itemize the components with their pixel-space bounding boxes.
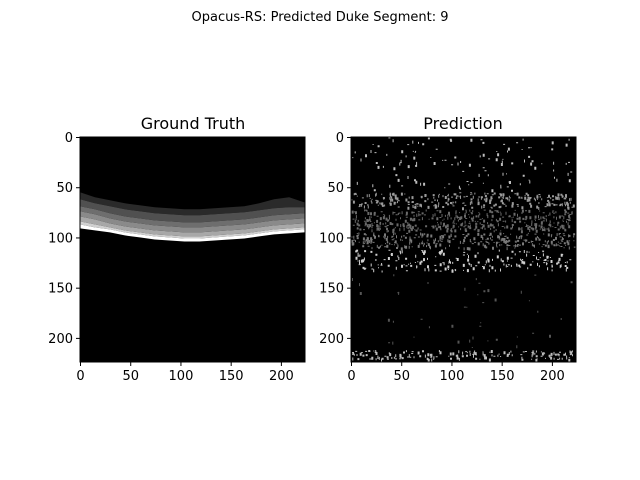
pred-ytick-label: 50 [327,181,344,196]
pred-xtick-label: 150 [490,369,515,384]
ground-truth-axes: 0 50 100 150 200 0 50 100 150 200 [48,131,294,384]
panel-prediction: Prediction 0 50 100 150 200 0 50 100 150 200 [319,114,577,384]
pred-xtick-label: 100 [440,369,465,384]
pred-xtick-label: 50 [393,369,410,384]
panel-ground-truth: Ground Truth 0 50 100 150 200 0 50 100 150 200 [48,114,306,384]
ground-truth-layer-5 [80,221,305,239]
prediction-band-3 [351,232,576,251]
panel-title-prediction: Prediction [423,114,502,133]
prediction-band-6 [352,350,573,362]
gt-ytick-label: 200 [48,332,73,347]
prediction-axes: 0 50 100 150 200 0 50 100 150 200 [319,131,565,384]
pred-ytick-label: 150 [319,282,344,297]
gt-xtick-label: 150 [219,369,244,384]
gt-xtick-label: 200 [269,369,294,384]
gt-ytick-label: 50 [56,181,73,196]
ground-truth-layer-0 [80,192,305,216]
gt-ytick-label: 100 [48,231,73,246]
gt-ytick-label: 150 [48,282,73,297]
prediction-frame [350,136,577,363]
prediction-image [351,137,576,362]
gt-xtick-label: 100 [169,369,194,384]
gt-xtick-label: 0 [76,369,84,384]
prediction-band-2 [351,209,573,234]
ground-truth-layer-1 [80,199,305,223]
ground-truth-layer-3 [80,211,305,233]
gt-xtick-label: 50 [122,369,139,384]
ground-truth-frame [79,136,306,363]
ground-truth-layer-4 [80,216,305,237]
ground-truth-image [80,137,305,362]
pred-ytick-label: 200 [319,332,344,347]
panel-title-ground-truth: Ground Truth [141,114,246,133]
ground-truth-layer-2 [80,206,305,228]
prediction-band-1 [351,192,575,211]
prediction-background [351,137,576,362]
pred-ytick-label: 100 [319,231,344,246]
figure-suptitle: Opacus-RS: Predicted Duke Segment: 9 [192,10,449,25]
ground-truth-background [80,137,305,362]
pred-ytick-label: 0 [336,131,344,146]
pred-xtick-label: 200 [540,369,565,384]
pred-xtick-label: 0 [347,369,355,384]
ground-truth-layer-6 [80,224,305,242]
gt-ytick-label: 0 [65,131,73,146]
